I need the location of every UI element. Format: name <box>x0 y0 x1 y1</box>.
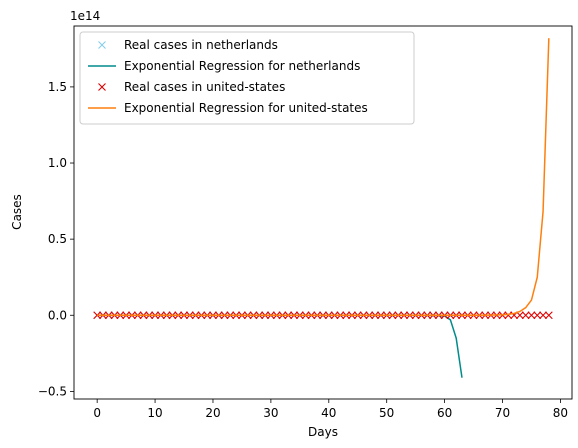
x-tick-label: 0 <box>93 406 101 420</box>
x-tick-label: 30 <box>263 406 278 420</box>
plot-frame <box>73 25 573 400</box>
data-point <box>544 311 553 320</box>
legend: Real cases in netherlands Exponential Reg… <box>79 31 415 125</box>
legend-item: Real cases in united-states <box>98 80 285 94</box>
data-point <box>533 311 542 320</box>
data-point <box>527 311 536 320</box>
y-tick-label: 0.0 <box>48 308 67 322</box>
data-point <box>539 311 547 320</box>
legend-label: Exponential Regression for united-states <box>124 101 368 115</box>
x-tick-label: 80 <box>553 406 568 420</box>
legend-label: Real cases in netherlands <box>124 38 278 52</box>
y-offset-text: 1e14 <box>70 9 100 23</box>
legend-item: Exponential Regression for netherlands <box>88 59 360 73</box>
legend-item: Real cases in netherlands <box>98 38 278 52</box>
x-tick-label: 60 <box>437 406 452 420</box>
x-tick-label: 50 <box>379 406 394 420</box>
legend-label: Real cases in united-states <box>124 80 285 94</box>
y-tick-label: 0.5 <box>48 232 67 246</box>
x-axis-label: Days <box>308 425 338 439</box>
series-4 <box>97 38 550 317</box>
data-point <box>521 311 530 320</box>
series-line <box>97 38 550 317</box>
x-tick-label: 70 <box>495 406 510 420</box>
x-tick-label: 20 <box>205 406 220 420</box>
y-tick-label: 1.5 <box>48 80 67 94</box>
x-tick-label: 10 <box>147 406 162 420</box>
y-tick-label: −0.5 <box>38 384 67 398</box>
y-axis-label: Cases <box>10 194 24 230</box>
legend-label: Exponential Regression for netherlands <box>124 59 360 73</box>
legend-item: Exponential Regression for united-states <box>88 101 368 115</box>
legend-marker-swatch <box>98 41 106 49</box>
legend-box <box>79 31 415 125</box>
x-tick-label: 40 <box>321 406 336 420</box>
legend-marker-swatch <box>98 83 106 91</box>
plot-marks <box>93 38 553 378</box>
y-axis: −0.5 0.0 0.5 1.0 1.5 <box>38 80 74 398</box>
data-point <box>504 311 513 320</box>
x-axis: 0 10 20 30 40 50 60 70 80 <box>93 399 568 420</box>
y-tick-label: 1.0 <box>48 156 67 170</box>
